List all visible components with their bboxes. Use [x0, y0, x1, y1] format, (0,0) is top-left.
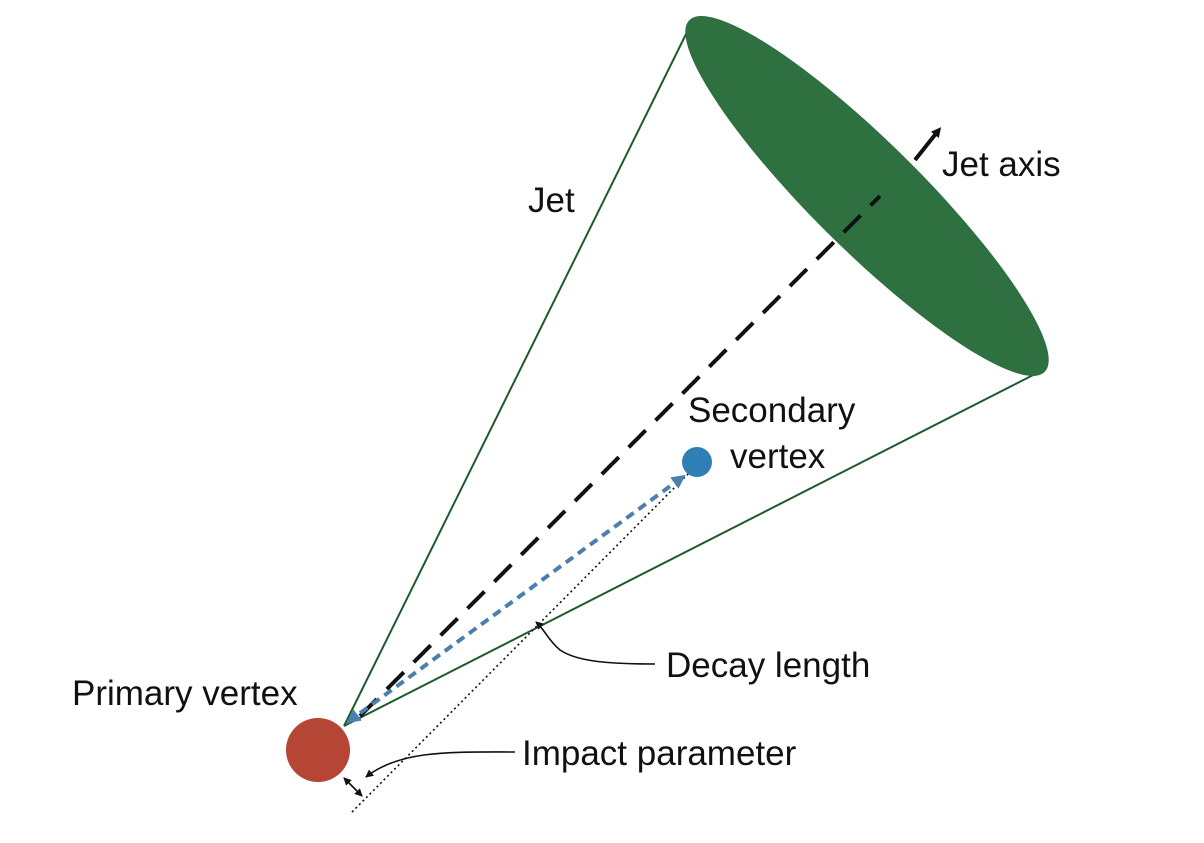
impact-parameter-callout — [365, 751, 516, 778]
jet-label: Jet — [528, 181, 575, 220]
impact-parameter-arrow — [343, 777, 363, 797]
jet-cone-cap — [685, 16, 1049, 376]
impact-parameter-label: Impact parameter — [522, 734, 797, 773]
secondary-vertex-label-line1: Secondary — [688, 391, 856, 430]
secondary-vertex-label-line2: vertex — [730, 437, 826, 476]
jet-axis-arrow — [913, 127, 942, 162]
primary-vertex-dot — [286, 718, 350, 782]
decay-length-label: Decay length — [666, 646, 870, 685]
jet-cone-upper-edge — [343, 21, 693, 727]
decay-length-callout — [535, 621, 656, 665]
primary-vertex-label: Primary vertex — [72, 674, 298, 713]
secondary-vertex-dot — [682, 447, 712, 477]
jet-axis-label: Jet axis — [942, 145, 1061, 184]
decay-length-arrow — [346, 474, 686, 724]
